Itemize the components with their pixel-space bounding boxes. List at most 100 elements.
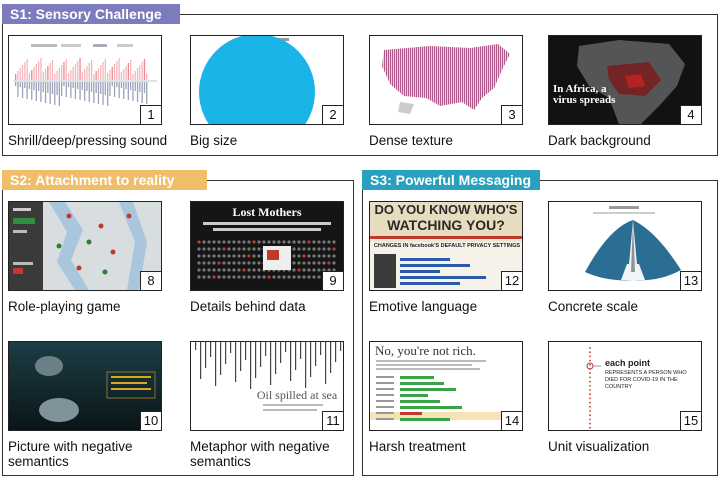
sound-bar-down (111, 82, 113, 86)
cell-number: 4 (680, 105, 701, 124)
represents-label: REPRESENTS A PERSON WHO DIED FOR COVID-1… (605, 370, 687, 390)
oil-drip (270, 342, 272, 385)
person-dot (252, 247, 256, 251)
sound-bar-up (127, 63, 129, 80)
cell-number: 12 (501, 271, 522, 290)
person-dot (302, 275, 306, 279)
person-dot (257, 275, 261, 279)
sound-bar-up (97, 68, 100, 80)
person-dot (332, 261, 336, 265)
sound-bar-down (116, 82, 118, 87)
person-dot (252, 268, 256, 272)
sound-bar-up (33, 67, 35, 80)
sound-bar-up (107, 73, 109, 80)
sound-bar-down (90, 82, 93, 92)
sound-bar-down (33, 82, 35, 90)
oil-drip (310, 342, 312, 377)
oil-drip (290, 342, 292, 381)
thumbnail-unit-visualization: each point REPRESENTS A PERSON WHO DIED … (548, 341, 702, 431)
cell-number: 13 (680, 271, 701, 290)
unit-dot (589, 397, 591, 400)
unit-dot (589, 376, 591, 379)
cell-number: 1 (140, 105, 161, 124)
person-dot (217, 268, 221, 272)
sound-bar-up (139, 65, 141, 80)
person-dot (327, 268, 331, 272)
sound-bar-up (63, 62, 65, 80)
sound-bar-up (19, 68, 21, 80)
person-dot (222, 240, 226, 244)
sound-bar-up (130, 60, 132, 80)
sound-bar-up (56, 71, 58, 80)
row-label (376, 382, 394, 384)
thumbnail-dense-texture: 3 (369, 35, 523, 125)
thumbnail-oil-spill: Oil spilled at sea 11 (190, 341, 344, 431)
person-dot (227, 275, 231, 279)
person-dot (267, 240, 271, 244)
person-dot (332, 247, 336, 251)
sound-bar-up (74, 64, 77, 80)
person-dot (197, 254, 201, 258)
rich-title: No, you're not rich. (375, 343, 476, 358)
person-dot (322, 261, 326, 265)
income-bar (400, 394, 428, 397)
thumbnail-dark-background: In Africa, a virus spreads 4 (548, 35, 702, 125)
sound-bar-up (143, 59, 146, 80)
person-dot (312, 275, 316, 279)
person-dot (222, 261, 226, 265)
sound-bar-up (123, 69, 125, 80)
person-dot (312, 268, 316, 272)
person-dot (217, 254, 221, 258)
sound-bar-down (79, 82, 81, 100)
cell-number: 11 (322, 411, 343, 430)
lost-mothers-title: Lost Mothers (232, 205, 302, 219)
sound-bar-up (61, 65, 63, 80)
person-dot (197, 247, 201, 251)
sound-bar-down (44, 82, 47, 103)
person-dot (312, 261, 316, 265)
person-dot (202, 240, 206, 244)
sound-bar-up (109, 70, 111, 80)
sound-bar-up (49, 63, 51, 80)
person-dot (242, 268, 246, 272)
sound-bar-down (141, 82, 143, 103)
person-dot (232, 247, 236, 251)
sound-bar-up (58, 68, 60, 80)
oil-drip (215, 342, 217, 386)
person-dot (252, 240, 256, 244)
sound-bar-up (146, 73, 148, 80)
person-dot (292, 268, 296, 272)
person-dot (202, 261, 206, 265)
sound-bar-up (95, 71, 97, 80)
sound-bar-down (113, 82, 116, 97)
oil-drip (255, 342, 257, 378)
caption-details-behind-data: Details behind data (190, 299, 306, 314)
person-dot (307, 261, 311, 265)
sound-bar-down (107, 82, 109, 106)
person-dot (212, 261, 216, 265)
oil-drip (205, 342, 207, 368)
person-dot (312, 247, 316, 251)
sound-bar-down (70, 82, 72, 98)
each-point-label: each point (605, 358, 651, 368)
sound-bar-down (123, 82, 125, 99)
person-dot (227, 247, 231, 251)
sound-bar-up (125, 66, 127, 80)
person-dot (212, 240, 216, 244)
person-dot (197, 261, 201, 265)
person-dot (197, 268, 201, 272)
person-dot (287, 240, 291, 244)
sound-bar-down (143, 82, 146, 93)
sound-bar-down (109, 82, 111, 96)
sound-bar-down (81, 82, 83, 90)
oil-drip (295, 342, 297, 370)
sound-bar-up (88, 63, 90, 80)
unit-dot (589, 414, 591, 417)
watching-headline-1: DO YOU KNOW WHO'S (374, 202, 518, 217)
unit-dot (589, 351, 591, 354)
person-dot (242, 261, 246, 265)
sound-bar-down (49, 82, 51, 104)
person-dot (272, 240, 276, 244)
person-dot (292, 254, 296, 258)
oil-drip (250, 342, 252, 389)
